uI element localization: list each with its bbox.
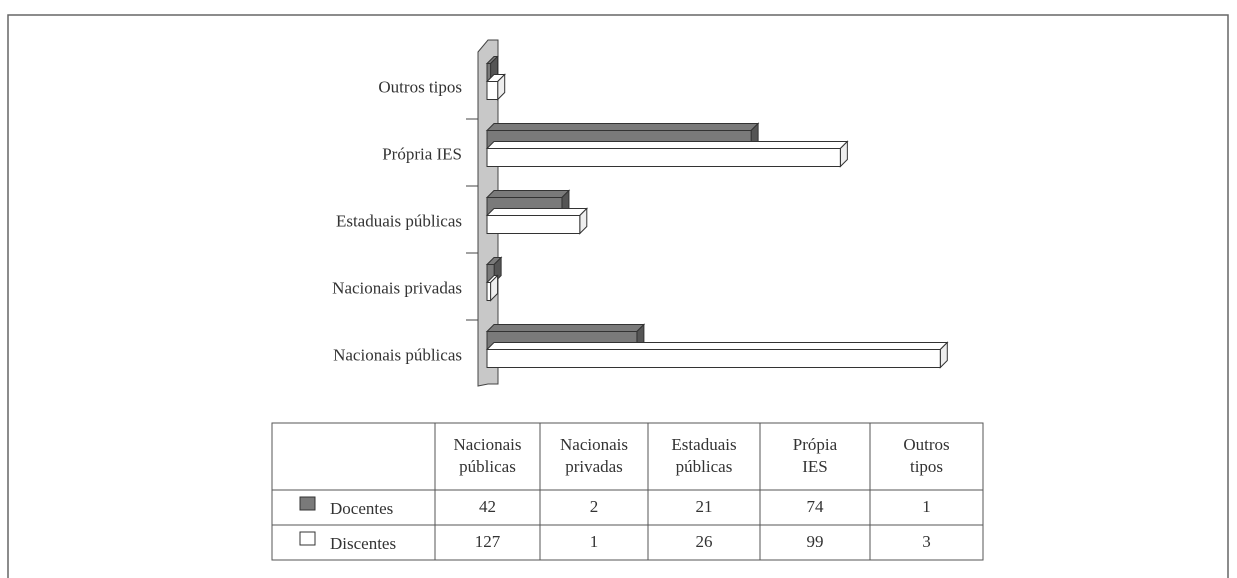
legend-swatch [299,531,316,546]
table-value: 74 [807,497,825,516]
category-ticks [466,118,478,321]
table-header: Própia IES [793,435,838,476]
table-value: 21 [696,497,713,516]
table-header: Nacionais públicas [454,435,522,476]
bar [486,349,941,368]
bar-top [485,342,949,350]
bar [486,148,841,167]
table-header: Outros tipos [903,435,949,476]
legend-swatch [299,496,316,511]
y-tick-label: Estaduais públicas [336,211,462,230]
y-tick-label: Nacionais públicas [333,345,462,364]
table-value: 26 [696,532,713,551]
table-header: Nacionais privadas [560,435,628,476]
frame [7,14,1229,578]
legend-label: Discentes [330,534,396,553]
table-value: 42 [479,497,496,516]
bar-top [485,208,589,216]
legend-label: Docentes [330,499,393,518]
table-value: 1 [590,532,599,551]
bar-top [485,324,646,332]
bar [486,81,499,100]
bar [486,282,492,301]
table-value: 99 [807,532,824,551]
bar [486,215,581,234]
y-tick-label: Própria IES [382,144,462,163]
data-table [271,422,984,561]
bar-top [485,190,571,198]
bar-top [485,141,849,149]
bar-top [485,123,760,131]
table-value: 3 [922,532,931,551]
table-value: 127 [475,532,501,551]
table-value: 2 [590,497,599,516]
table-header: Estaduais públicas [671,435,736,476]
y-tick-label: Nacionais privadas [332,278,462,297]
y-tick-label: Outros tipos [378,77,462,96]
table-value: 1 [922,497,931,516]
